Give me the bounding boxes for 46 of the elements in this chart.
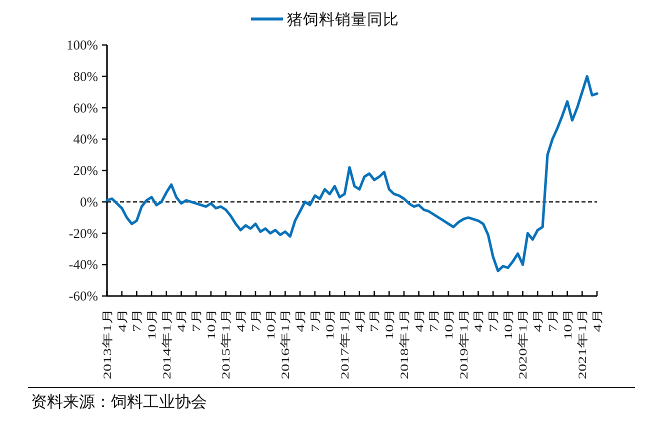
- x-tick-label: 4月: [175, 308, 188, 332]
- x-tick-label: 7月: [487, 308, 500, 332]
- x-tick-label: 7月: [309, 308, 322, 332]
- x-tick-label: 10月: [324, 308, 336, 340]
- x-tick-label: 10月: [383, 308, 396, 340]
- x-tick-label: 7月: [250, 308, 262, 332]
- x-tick-label: 2021年1月: [576, 308, 589, 380]
- y-tick-label: 100%: [66, 38, 98, 52]
- line-series: [106, 75, 598, 272]
- y-tick-label: 20%: [73, 163, 98, 178]
- y-tick-label: 40%: [73, 132, 98, 147]
- x-tick-label: 7月: [190, 308, 202, 332]
- x-tick-label: 7月: [368, 308, 381, 332]
- x-tick-label: 4月: [116, 308, 128, 332]
- x-tick-label: 4月: [354, 308, 366, 332]
- y-tick-label: 60%: [73, 100, 98, 116]
- y-tick-label: -20%: [68, 226, 98, 241]
- x-tick-label: 4月: [591, 308, 604, 332]
- x-tick-label: 2016年1月: [279, 308, 292, 380]
- x-tick-label: 4月: [294, 308, 306, 332]
- y-tick-label: -60%: [68, 288, 98, 304]
- x-tick-label: 10月: [442, 308, 455, 340]
- y-tick-label: -40%: [68, 257, 98, 272]
- x-tick-label: 10月: [264, 308, 277, 340]
- x-tick-label: 10月: [561, 308, 574, 340]
- x-tick-label: 7月: [428, 308, 440, 332]
- x-tick-label: 4月: [472, 308, 485, 332]
- x-tick-label: 2017年1月: [338, 308, 351, 380]
- x-tick-label: 2014年1月: [160, 308, 173, 380]
- x-tick-label: 10月: [146, 308, 158, 340]
- x-tick-label: 7月: [546, 308, 559, 332]
- x-tick-label: 2015年1月: [220, 308, 232, 380]
- x-tick-label: 2020年1月: [516, 308, 530, 380]
- x-tick-label: 10月: [205, 308, 218, 340]
- text: 资料来源：饲料工业协会: [31, 393, 208, 413]
- y-tick-label: 80%: [73, 68, 98, 84]
- x-tick-label: 4月: [532, 308, 544, 332]
- x-tick-label: 2018年1月: [398, 308, 410, 380]
- legend-label: 猪饲料销量同比: [287, 10, 399, 28]
- x-tick-label: 4月: [234, 308, 248, 332]
- y-tick-label: 0%: [80, 194, 98, 210]
- x-tick-label: 4月: [412, 308, 426, 332]
- x-tick-label: 2013年1月: [101, 308, 114, 380]
- x-tick-label: 2019年1月: [458, 308, 470, 380]
- x-tick-label: 10月: [502, 308, 514, 340]
- x-tick-label: 7月: [130, 308, 144, 332]
